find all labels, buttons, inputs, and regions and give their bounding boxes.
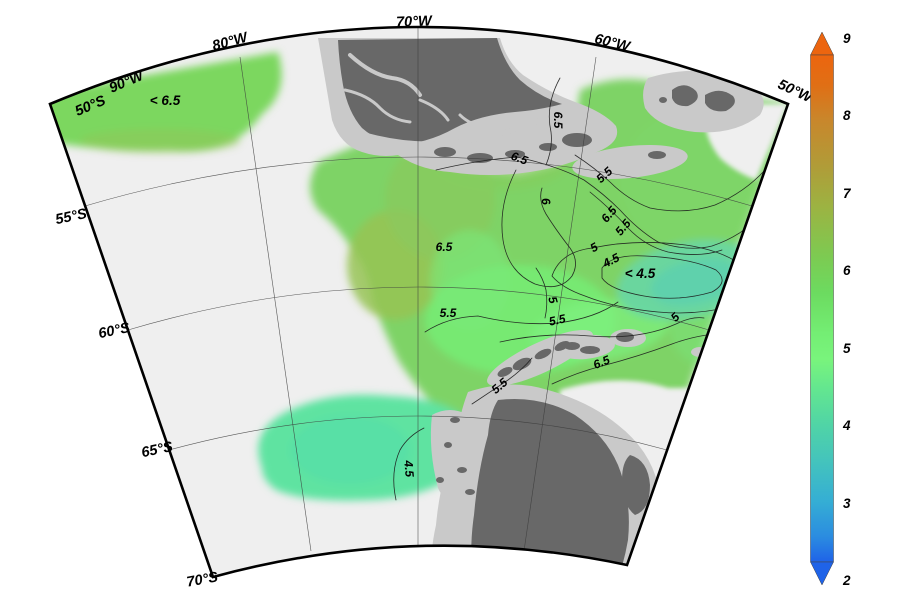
colorbar-tick: 3: [843, 496, 851, 511]
colorbar-tick: 5: [843, 341, 851, 356]
colorbar-arrow-bottom: [810, 561, 834, 586]
colorbar-tick: 2: [842, 573, 851, 588]
graticule: [84, 27, 753, 552]
map-border: [48, 25, 790, 579]
colorbar-tick: 6: [843, 263, 851, 278]
colorbar: 9 8 7 6 5 4 3 2: [810, 31, 852, 588]
contour-label: 6.5: [591, 353, 612, 372]
colorbar-tick: 7: [843, 186, 852, 201]
contour-label: 6: [538, 197, 553, 206]
contour-label: 5.5: [548, 311, 568, 328]
colorbar-ticks: 9 8 7 6 5 4 3 2: [842, 31, 852, 588]
contour-label: 6.5: [436, 240, 453, 254]
colorbar-tick: 9: [843, 31, 851, 46]
colorbar-gradient: [810, 54, 834, 563]
lat-label-60s: 60°S: [97, 320, 132, 342]
contour-label: < 4.5: [625, 266, 656, 281]
lat-label-55s: 55°S: [54, 206, 89, 228]
contour-label: 5: [545, 295, 560, 305]
contour-label: 5.5: [440, 306, 457, 320]
colorbar-tick: 4: [842, 418, 851, 433]
contour-label: < 6.5: [150, 93, 181, 108]
fjord-channels: [343, 53, 565, 147]
colorbar-arrow-top: [810, 31, 834, 56]
contour-label: 4.5: [401, 459, 417, 478]
colorbar-tick: 8: [843, 108, 851, 123]
contour-label: 6.5: [509, 149, 530, 168]
lat-label-70s: 70°S: [185, 569, 219, 590]
lon-label-70w: 70°W: [396, 13, 433, 30]
contour-label: 6.5: [551, 112, 565, 129]
lat-label-65s: 65°S: [140, 439, 175, 461]
